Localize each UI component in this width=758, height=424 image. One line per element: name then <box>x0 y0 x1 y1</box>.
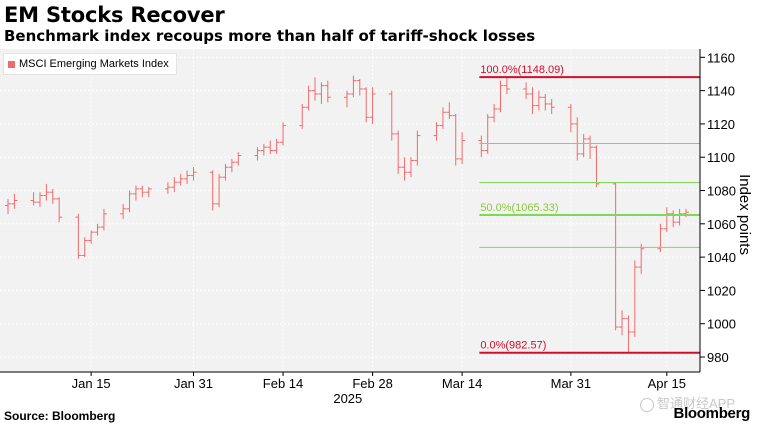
retracement-label: 50.0%(1065.33) <box>480 202 558 214</box>
chart-title: EM Stocks Recover <box>4 3 225 27</box>
source-note: Source: Bloomberg <box>4 409 116 423</box>
watermark-logo-icon <box>640 397 654 412</box>
legend: MSCI Emerging Markets Index <box>3 53 177 75</box>
watermark: 智通财经APP <box>640 393 735 412</box>
y-tick-label: 980 <box>707 350 729 365</box>
x-tick-label: Mar 14 <box>442 376 482 391</box>
y-tick-label: 1080 <box>707 184 736 199</box>
x-tick-label: Jan 31 <box>174 376 213 391</box>
candles <box>5 75 689 353</box>
x-tick-label: Apr 15 <box>648 376 686 391</box>
y-tick-label: 1060 <box>707 217 736 232</box>
x-year-label: 2025 <box>333 391 362 406</box>
y-tick-label: 1000 <box>707 317 736 332</box>
retracement-levels: 100.0%(1148.09) 50.0%(1065.33) 0.0%(982.57… <box>479 64 700 354</box>
y-tick-label: 1120 <box>707 117 735 132</box>
x-tick-label: Feb 28 <box>352 376 392 391</box>
y-axis-label: Index points <box>736 174 753 255</box>
x-axis: Jan 15 Jan 31 Feb 14 Feb 28 Mar 14 Mar 31 Apr … <box>0 371 700 406</box>
x-tick-label: Feb 14 <box>263 376 303 391</box>
y-tick-label: 1020 <box>707 283 736 298</box>
y-tick-label: 1040 <box>707 250 736 265</box>
retracement-label: 100.0%(1148.09) <box>480 64 564 76</box>
y-tick-label: 1100 <box>707 150 735 165</box>
plot-area <box>0 49 700 372</box>
legend-swatch <box>8 60 15 68</box>
y-tick-label: 1160 <box>707 50 735 65</box>
bloomberg-logo: Bloomberg <box>673 405 751 422</box>
y-axis: 980 1000 1020 1040 1060 1080 1100 1120 1140 1160 I… <box>699 49 753 372</box>
gridlines <box>0 49 700 372</box>
retracement-label: 0.0%(982.57) <box>480 340 546 352</box>
legend-label: MSCI Emerging Markets Index <box>19 58 169 70</box>
x-tick-label: Mar 31 <box>551 376 591 391</box>
x-tick-label: Jan 15 <box>72 376 111 391</box>
chart-subtitle: Benchmark index recoups more than half o… <box>4 27 536 45</box>
y-tick-label: 1140 <box>707 84 735 99</box>
watermark-text: 智通财经APP <box>657 396 736 411</box>
